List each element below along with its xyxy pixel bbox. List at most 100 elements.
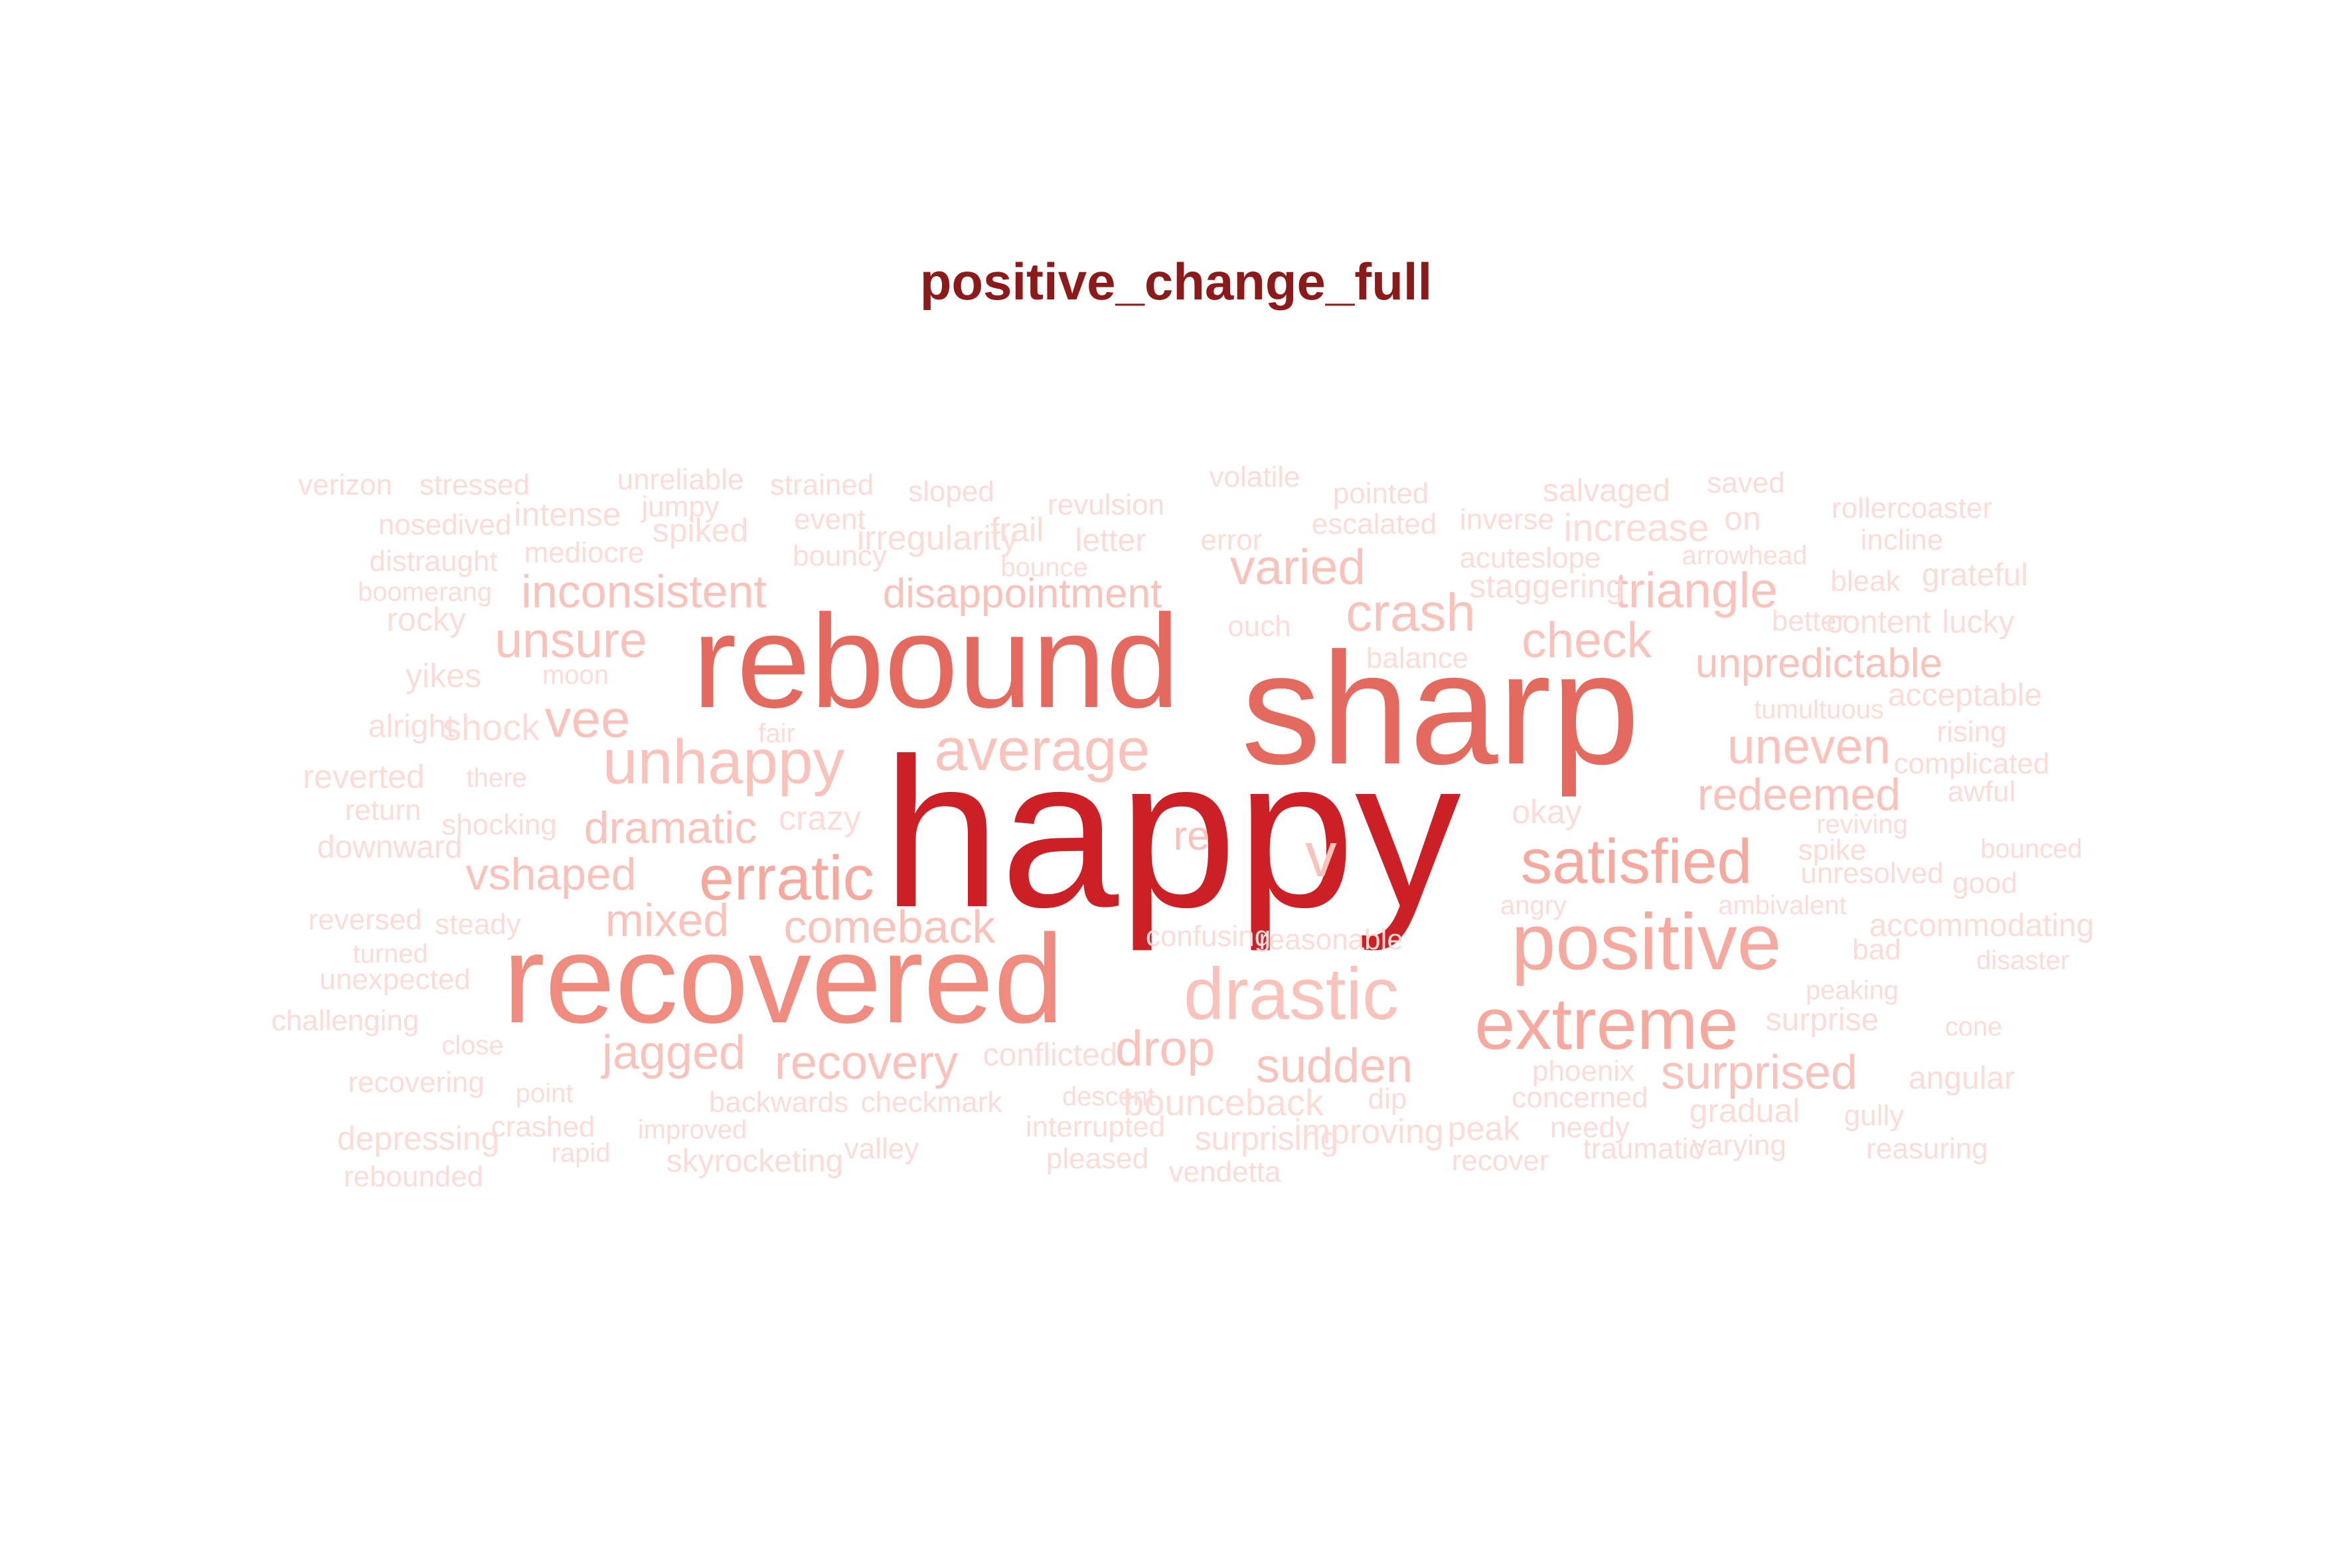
cloud-word: crazy (779, 799, 861, 838)
cloud-word: bounceback (1123, 1081, 1324, 1123)
cloud-word: close (441, 1031, 503, 1060)
cloud-word: gradual (1689, 1092, 1800, 1129)
cloud-word: downward (317, 830, 463, 865)
cloud-word: varying (1692, 1129, 1786, 1162)
cloud-word: irregularity (857, 519, 1018, 558)
cloud-word: salvaged (1543, 473, 1670, 509)
cloud-word: backwards (709, 1086, 848, 1119)
cloud-word: recovered (503, 909, 1064, 1050)
cloud-word: shocking (441, 809, 557, 841)
cloud-word: there (466, 763, 526, 793)
cloud-word: improving (1294, 1113, 1443, 1151)
cloud-word: rising (1936, 716, 2006, 748)
cloud-word: depressing (337, 1120, 500, 1157)
cloud-word: happy (882, 714, 1461, 953)
cloud-word: drastic (1184, 953, 1399, 1035)
cloud-word: steady (435, 908, 521, 941)
cloud-word: challenging (272, 1004, 420, 1037)
cloud-word: unsure (495, 612, 647, 668)
cloud-word: ambivalent (1718, 891, 1846, 920)
cloud-word: disaster (1976, 946, 2069, 975)
cloud-word: pleased (1046, 1142, 1148, 1175)
cloud-word: intense (514, 496, 621, 533)
cloud-word: satisfied (1521, 826, 1753, 897)
cloud-word: uneven (1727, 718, 1891, 774)
cloud-word: dramatic (584, 803, 757, 853)
cloud-word: frail (990, 511, 1044, 548)
cloud-word: crash (1346, 583, 1476, 642)
cloud-word: average (934, 717, 1150, 783)
cloud-word: valley (844, 1133, 919, 1165)
cloud-word: return (345, 794, 422, 826)
cloud-word: bleak (1830, 565, 1901, 597)
cloud-word: inverse (1460, 503, 1554, 536)
cloud-word: surprising (1195, 1120, 1339, 1157)
cloud-word: accommodating (1869, 908, 2094, 943)
cloud-word: surprise (1766, 1002, 1879, 1038)
cloud-word: mixed (605, 894, 730, 946)
cloud-word: bad (1852, 933, 1901, 966)
cloud-word: rocky (386, 601, 465, 638)
cloud-word: strained (770, 469, 874, 501)
cloud-word: complicated (1894, 747, 2050, 780)
cloud-word: point (516, 1079, 574, 1108)
cloud-word: acceptable (1888, 678, 2042, 713)
cloud-word: boomerang (358, 578, 492, 607)
cloud-word: grateful (1922, 558, 2028, 593)
cloud-word: rollercoaster (1832, 492, 1992, 524)
cloud-word: extreme (1474, 983, 1738, 1065)
cloud-word: bounced (1980, 834, 2082, 864)
cloud-word: unpredictable (1695, 641, 1942, 686)
cloud-word: content (1826, 605, 1930, 640)
cloud-word: sloped (908, 475, 994, 508)
cloud-word: error (1201, 524, 1263, 556)
cloud-word: sudden (1256, 1040, 1413, 1093)
cloud-word: rebounded (344, 1160, 483, 1193)
cloud-word: recovering (348, 1066, 484, 1099)
cloud-word: better (1772, 605, 1847, 637)
cloud-word: positive (1512, 898, 1782, 986)
cloud-word: tumultuous (1754, 695, 1884, 724)
cloud-word: unhappy (603, 727, 845, 797)
cloud-word: yikes (406, 657, 481, 694)
cloud-word: gully (1844, 1099, 1905, 1132)
cloud-word: okay (1512, 793, 1582, 830)
cloud-word: awful (1948, 775, 2016, 808)
cloud-word: staggering (1469, 568, 1624, 605)
cloud-word: drop (1115, 1020, 1215, 1076)
cloud-word: arrowhead (1682, 541, 1807, 570)
cloud-word: incline (1861, 524, 1944, 556)
cloud-word: peaking (1806, 976, 1899, 1005)
cloud-word: distraught (369, 545, 497, 578)
cloud-word: descent (1062, 1082, 1155, 1111)
cloud-word: increase (1563, 507, 1709, 550)
cloud-word: pointed (1333, 477, 1429, 510)
cloud-word: saved (1707, 467, 1784, 499)
cloud-word: rebound (692, 588, 1180, 736)
cloud-word: on (1724, 500, 1761, 537)
cloud-word: comeback (783, 901, 996, 953)
cloud-word: spiked (653, 512, 749, 549)
cloud-word: stressed (420, 469, 530, 501)
cloud-word: revulsion (1048, 489, 1164, 521)
cloud-word: vee (545, 689, 631, 748)
cloud-word: v (1305, 820, 1337, 890)
cloud-word: conflicted (983, 1038, 1118, 1073)
cloud-word: interrupted (1026, 1111, 1165, 1143)
cloud-word: verizon (298, 469, 392, 501)
cloud-word: cone (1945, 1012, 2003, 1042)
cloud-word: unreliable (617, 463, 744, 496)
cloud-word: alright (368, 709, 455, 744)
cloud-word: fair (758, 719, 795, 748)
cloud-word: inconsistent (521, 566, 767, 617)
cloud-word: erratic (699, 843, 874, 913)
cloud-word: varied (1230, 539, 1366, 595)
cloud-word: reviving (1816, 810, 1908, 839)
cloud-word: re (1173, 813, 1210, 859)
cloud-word: moon (542, 661, 609, 690)
cloud-word: reverted (303, 758, 424, 795)
cloud-word: peak (1448, 1110, 1520, 1147)
cloud-word: crashed (491, 1111, 595, 1143)
cloud-word: phoenix (1532, 1055, 1634, 1087)
